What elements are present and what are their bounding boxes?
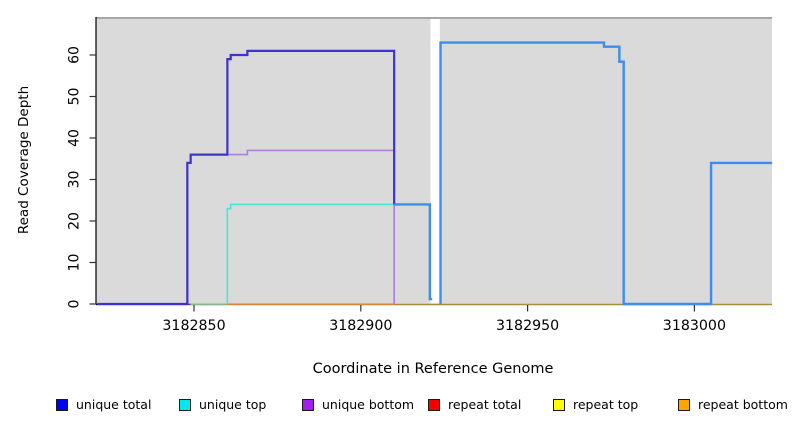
legend-swatch-icon: [179, 399, 191, 411]
series-line-total-light-blue-: [439, 41, 773, 306]
series-line-total-light-blue-: [394, 203, 433, 301]
x-tick-label: 3182850: [162, 318, 225, 334]
legend-swatch-icon: [553, 399, 565, 411]
data-series: [97, 41, 773, 306]
plot-top-border: [96, 17, 772, 19]
legend-label: unique total: [76, 397, 152, 412]
y-tick-label: 60: [67, 46, 83, 64]
legend-swatch-icon: [678, 399, 690, 411]
legend-label: repeat total: [448, 397, 522, 412]
legend-swatch-icon: [56, 399, 68, 411]
x-tick-label: 3182900: [329, 318, 392, 334]
x-tick-label: 3183000: [663, 318, 726, 334]
legend-swatch-icon: [428, 399, 440, 411]
legend-item-repeat-bottom: repeat bottom: [678, 397, 788, 413]
x-axis-ticks: 3182850 3182900 3182950 3183000: [162, 304, 726, 334]
y-tick-label: 30: [67, 171, 83, 189]
legend: unique total unique top unique bottom repea…: [0, 397, 792, 417]
legend-swatch-icon: [302, 399, 314, 411]
legend-label: repeat top: [573, 397, 639, 412]
y-tick-label: 50: [67, 88, 83, 106]
y-axis-ticks: 0 10 20 30 40 50 60: [67, 46, 96, 309]
legend-item-unique-total: unique total: [56, 397, 151, 413]
legend-item-unique-top: unique top: [179, 397, 266, 413]
y-tick-label: 10: [67, 254, 83, 272]
x-tick-label: 3182950: [496, 318, 559, 334]
y-tick-label: 40: [67, 129, 83, 147]
series-line-unique-total: [97, 49, 396, 306]
x-axis-title: Coordinate in Reference Genome: [313, 361, 554, 377]
legend-label: unique top: [199, 397, 267, 412]
legend-item-unique-bottom: unique bottom: [302, 397, 414, 413]
y-axis-title: Read Coverage Depth: [16, 86, 32, 234]
legend-label: repeat bottom: [698, 397, 788, 412]
legend-item-repeat-total: repeat total: [428, 397, 521, 413]
legend-item-repeat-top: repeat top: [553, 397, 638, 413]
legend-label: unique bottom: [322, 397, 415, 412]
no-data-gap-band: [430, 19, 440, 304]
coverage-plot: 0 10 20 30 40 50 60 3182850 3182900 3182950 31830…: [16, 17, 773, 377]
y-tick-label: 20: [67, 212, 83, 230]
y-tick-label: 0: [67, 300, 83, 309]
